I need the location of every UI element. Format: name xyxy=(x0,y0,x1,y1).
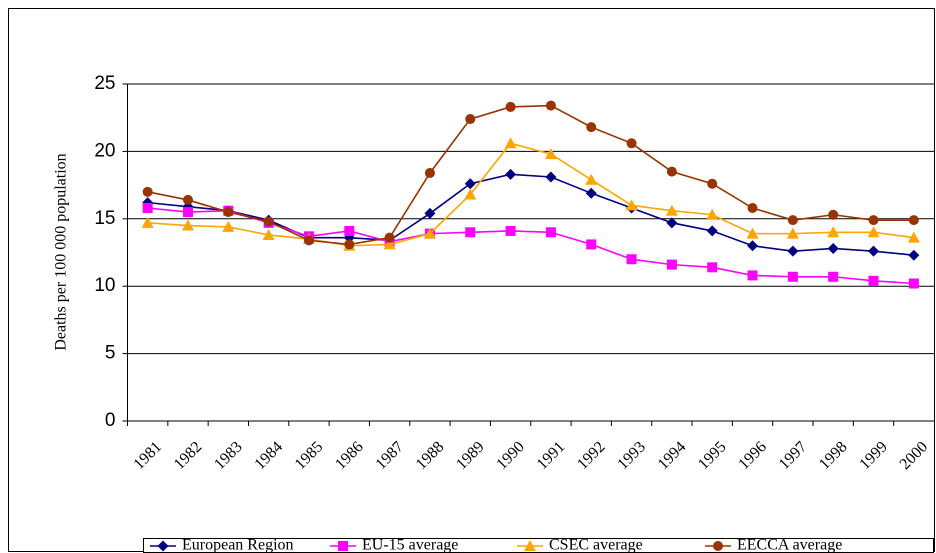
y-tick-label: 5 xyxy=(105,343,116,364)
y-tick-label: 15 xyxy=(94,208,115,229)
data-point xyxy=(867,226,880,238)
data-point xyxy=(666,217,678,229)
data-point xyxy=(666,166,677,177)
data-point xyxy=(464,188,477,200)
legend-marker xyxy=(157,540,169,552)
data-point xyxy=(585,173,598,185)
data-point xyxy=(344,225,355,236)
data-point xyxy=(626,254,637,265)
data-point xyxy=(384,232,395,243)
data-point xyxy=(827,226,840,238)
data-point xyxy=(141,216,154,228)
data-point xyxy=(424,167,435,178)
data-point xyxy=(665,204,678,216)
data-point xyxy=(586,239,597,250)
data-point xyxy=(626,138,637,149)
legend-label: EECCA average xyxy=(737,537,842,553)
data-point xyxy=(625,199,638,211)
legend-marker xyxy=(524,540,536,551)
data-point xyxy=(505,101,516,112)
legend-label: EU-15 average xyxy=(362,537,458,553)
data-point xyxy=(828,271,839,282)
data-point xyxy=(142,186,153,197)
data-point xyxy=(747,240,759,252)
data-point xyxy=(504,137,517,149)
data-point xyxy=(545,171,557,183)
data-point xyxy=(827,242,839,254)
data-point xyxy=(262,228,275,240)
data-point xyxy=(465,227,476,238)
data-point xyxy=(868,275,879,286)
data-point xyxy=(423,227,436,239)
data-point xyxy=(222,220,235,232)
data-point xyxy=(908,278,919,289)
data-point xyxy=(181,219,194,231)
data-point xyxy=(707,178,718,189)
legend-marker xyxy=(713,541,723,551)
data-point xyxy=(706,225,718,237)
data-point xyxy=(786,227,799,239)
data-point xyxy=(344,239,355,250)
y-tick-label: 0 xyxy=(105,410,116,431)
data-point xyxy=(787,271,798,282)
legend-marker xyxy=(338,541,348,551)
data-point xyxy=(505,225,516,236)
series-line xyxy=(147,104,914,246)
data-point xyxy=(142,203,153,214)
data-point xyxy=(787,215,798,226)
data-point xyxy=(747,270,758,281)
data-point xyxy=(586,122,597,133)
data-point xyxy=(747,203,758,214)
data-point xyxy=(545,100,556,111)
data-point xyxy=(908,215,919,226)
data-point xyxy=(505,168,517,180)
legend-label: CSEC average xyxy=(549,537,643,553)
data-point xyxy=(787,245,799,257)
y-tick-label: 20 xyxy=(94,140,115,161)
data-point xyxy=(707,262,718,273)
y-tick-label: 10 xyxy=(94,275,115,296)
data-point xyxy=(828,209,839,220)
data-point xyxy=(263,216,274,227)
chart-border xyxy=(8,8,935,552)
data-point xyxy=(545,227,556,238)
data-point xyxy=(868,215,879,226)
data-point xyxy=(585,187,597,199)
data-point xyxy=(544,148,557,160)
y-tick-label: 25 xyxy=(94,73,115,94)
data-point xyxy=(383,238,396,250)
data-point xyxy=(706,208,719,220)
data-point xyxy=(908,249,920,261)
data-point xyxy=(303,235,314,246)
data-point xyxy=(424,207,436,219)
series-line xyxy=(147,142,914,247)
legend-label: European Region xyxy=(182,537,294,553)
y-axis-label: Deaths per 100 000 population xyxy=(53,153,70,350)
data-point xyxy=(464,178,476,190)
data-point xyxy=(223,207,234,218)
data-point xyxy=(465,114,476,125)
data-point xyxy=(182,207,193,218)
data-point xyxy=(182,194,193,205)
series-line xyxy=(147,173,914,256)
data-point xyxy=(907,231,920,243)
data-point xyxy=(868,245,880,257)
data-point xyxy=(666,259,677,270)
data-point xyxy=(746,227,759,239)
